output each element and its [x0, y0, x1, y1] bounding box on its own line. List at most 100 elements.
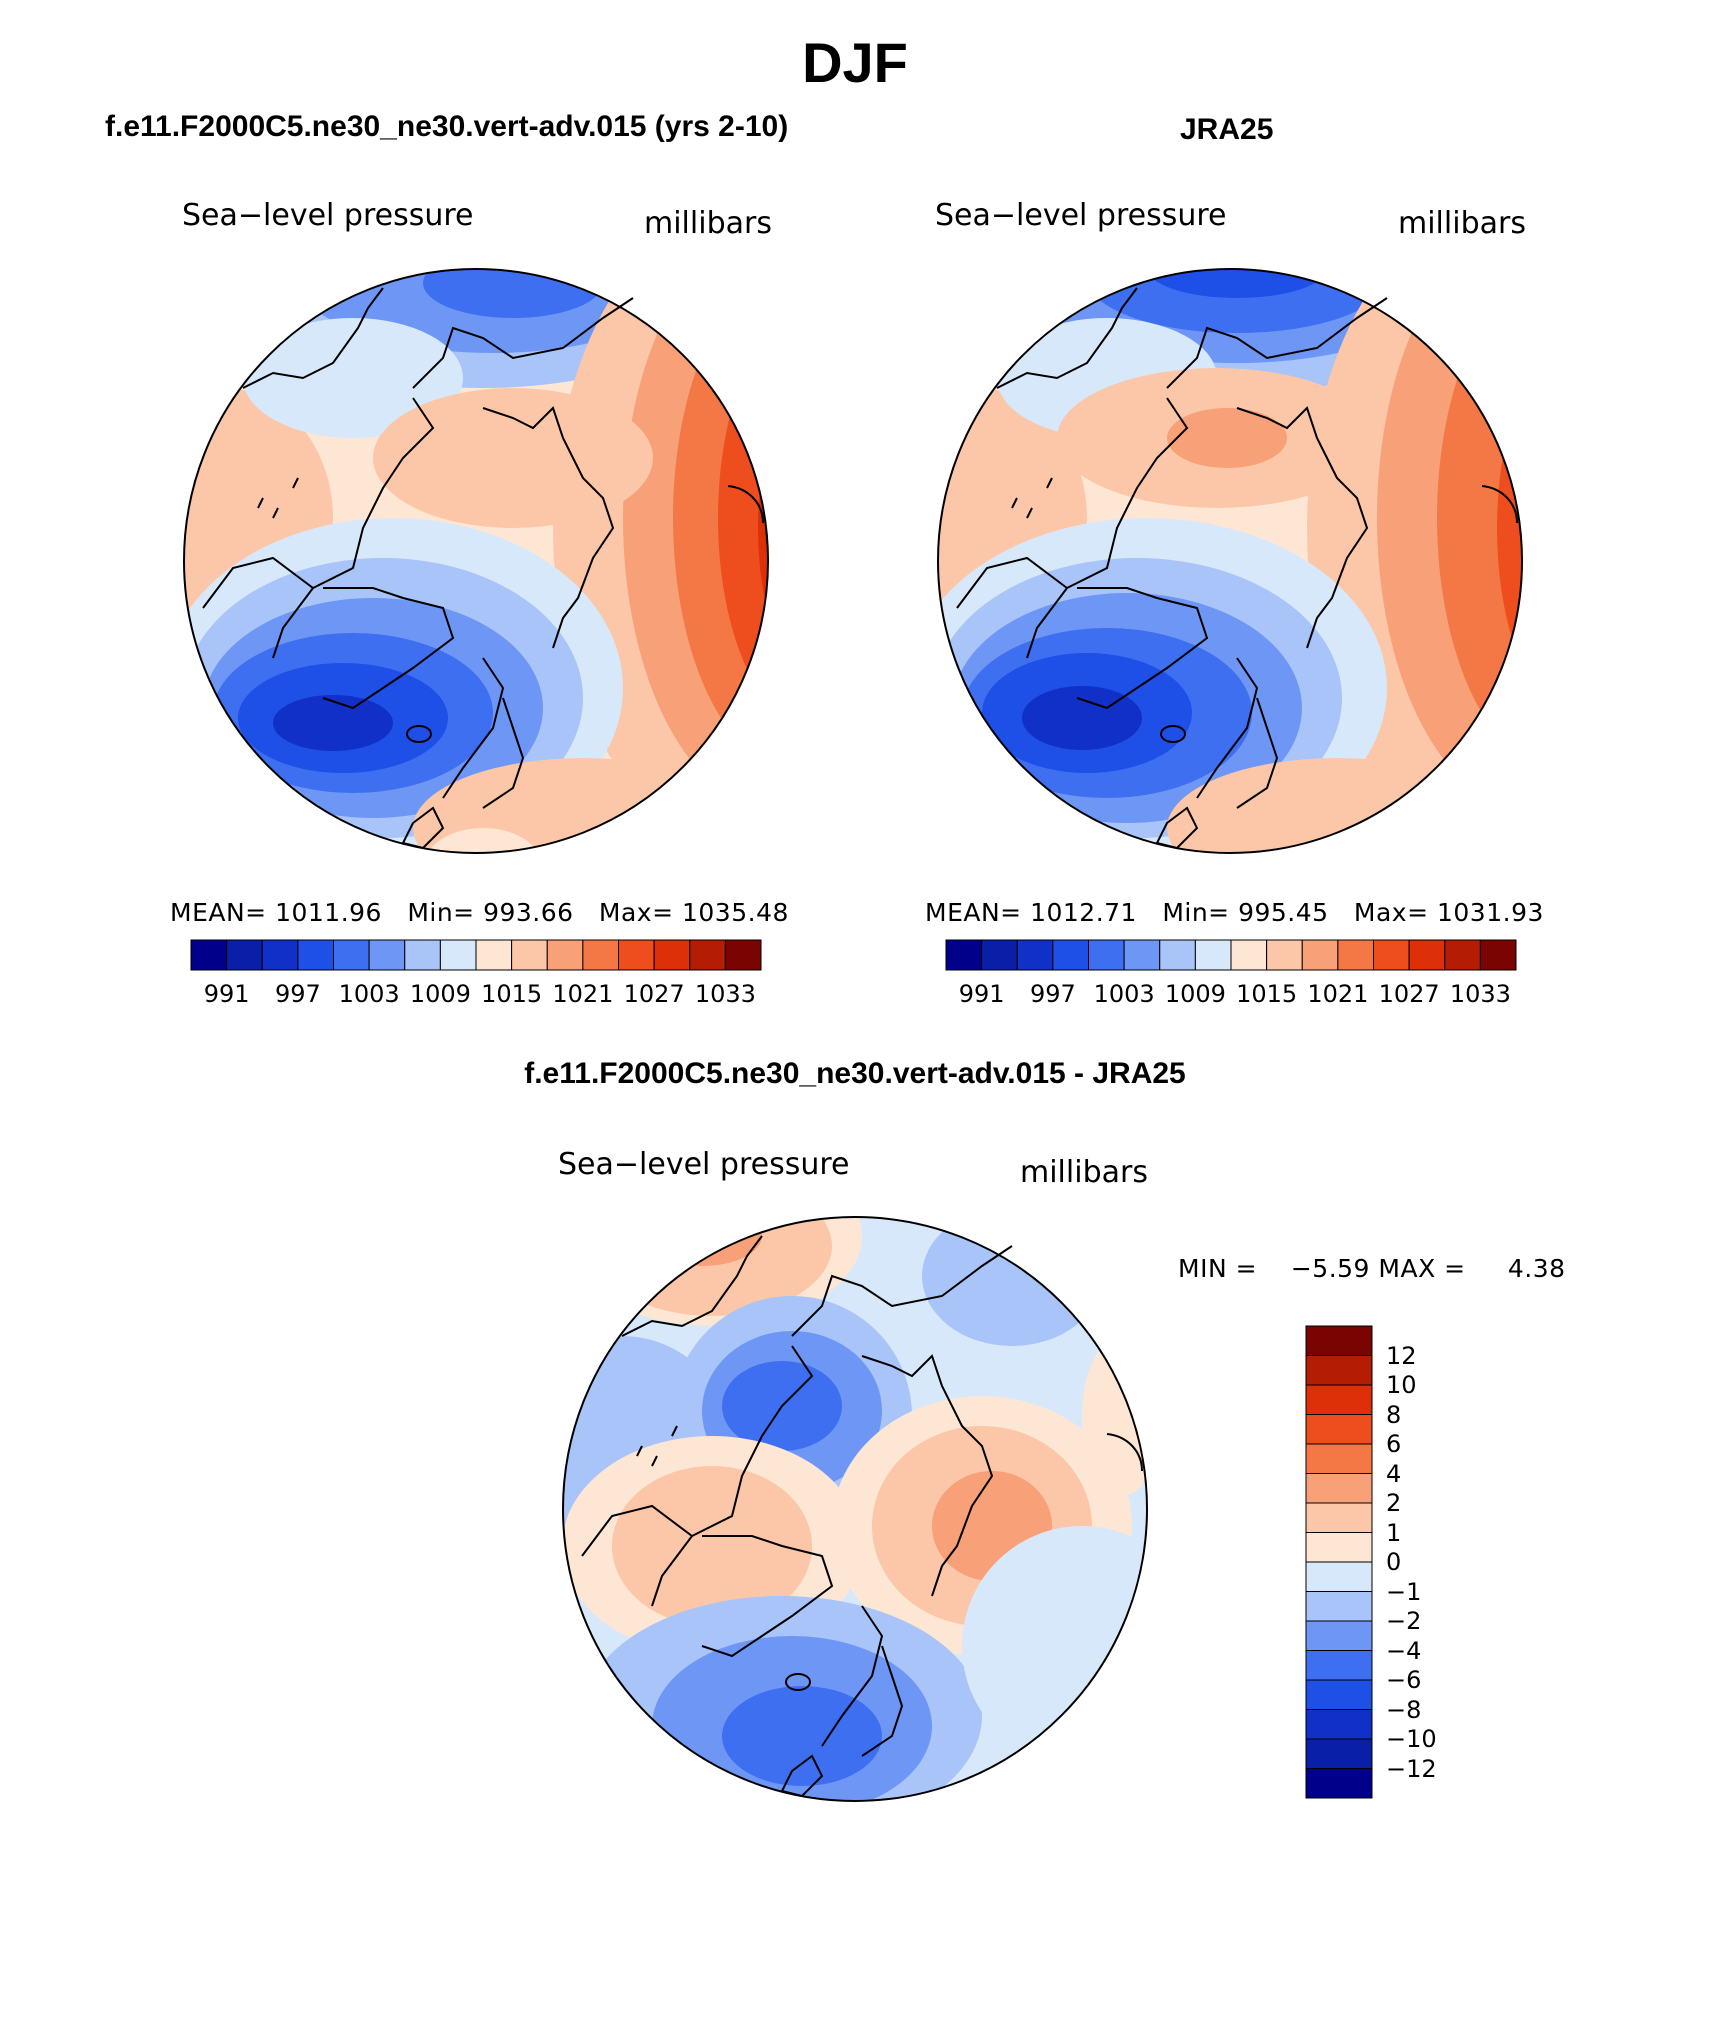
colorbar-swatch — [226, 939, 263, 971]
colorbar-tick-label: 1003 — [1093, 980, 1155, 1008]
colorbar-swatch — [1305, 1709, 1373, 1740]
mean-label: MEAN= — [925, 898, 1022, 927]
colorbar-tick-label: 1015 — [481, 980, 543, 1008]
contour-fill-model — [184, 269, 768, 853]
colorbar-tick-label: 1021 — [552, 980, 614, 1008]
contour-fill-obs — [938, 269, 1522, 853]
colorbar-swatch — [981, 939, 1018, 971]
colorbar-swatch — [404, 939, 441, 971]
colorbar-swatch — [1305, 1768, 1373, 1799]
colorbar-swatch — [1444, 939, 1481, 971]
colorbar-swatch — [1305, 1325, 1373, 1356]
colorbar-tick-label: −1 — [1386, 1577, 1422, 1606]
colorbar-model — [190, 939, 762, 971]
colorbar-tick-label: −10 — [1386, 1725, 1437, 1753]
units-label-model: millibars — [644, 206, 772, 241]
colorbar-swatch — [1305, 1532, 1373, 1563]
mean-label: MEAN= — [170, 898, 267, 927]
colorbar-swatch — [1123, 939, 1161, 971]
max-label: Max= — [1353, 898, 1429, 927]
map-border-diff — [562, 1216, 1148, 1802]
colorbar-tick-label: 997 — [274, 980, 321, 1008]
colorbar-tick-label: 1015 — [1236, 980, 1298, 1008]
colorbar-swatch — [1305, 1473, 1373, 1504]
colorbar-swatch — [1052, 939, 1089, 971]
colorbar-swatch — [1305, 1502, 1373, 1533]
max-value: 1035.48 — [682, 898, 789, 927]
colorbar-tick-label: 1027 — [1378, 980, 1440, 1008]
colorbar-swatch — [1305, 1679, 1373, 1710]
units-label-diff: millibars — [1020, 1155, 1148, 1190]
colorbar-swatch — [1305, 1591, 1373, 1622]
colorbar-swatch — [1305, 1738, 1373, 1769]
min-label: MIN = — [1178, 1254, 1258, 1283]
colorbar-swatch — [1305, 1414, 1373, 1445]
panel-title-obs: JRA25 — [1180, 113, 1274, 146]
colorbar-swatch — [1305, 1620, 1373, 1651]
colorbar-obs — [945, 939, 1517, 971]
colorbar-tick-label: −4 — [1386, 1636, 1422, 1665]
max-value: 4.38 — [1507, 1254, 1566, 1283]
stats-model: MEAN= 1011.96 Min= 993.66 Max= 1035.48 — [170, 898, 789, 927]
colorbar-swatch — [475, 939, 513, 971]
colorbar-swatch — [689, 939, 726, 971]
min-value: −5.59 — [1290, 1254, 1370, 1283]
polar-map-model — [183, 268, 769, 854]
stats-diff: MIN = −5.59 MAX = 4.38 — [1178, 1254, 1566, 1283]
min-value: 993.66 — [483, 898, 574, 927]
panel-title-model: f.e11.F2000C5.ne30_ne30.vert-adv.015 (yr… — [105, 110, 789, 143]
colorbar-swatch — [582, 939, 619, 971]
colorbar-tick-label: 1009 — [409, 980, 471, 1008]
max-value: 1031.93 — [1437, 898, 1544, 927]
colorbar-swatch — [1408, 939, 1446, 971]
colorbar-tick-label: 0 — [1386, 1548, 1402, 1576]
mean-value: 1012.71 — [1030, 898, 1137, 927]
colorbar-swatch — [945, 939, 983, 971]
figure-title: DJF — [802, 31, 908, 94]
colorbar-tick-label: −8 — [1386, 1695, 1422, 1724]
polar-map-obs — [937, 268, 1523, 854]
colorbar-swatch — [190, 939, 228, 971]
coastlines-diff — [581, 1235, 1143, 1798]
colorbar-tick-label: 1021 — [1307, 980, 1369, 1008]
colorbar-swatch — [333, 939, 370, 971]
colorbar-tick-label: 4 — [1386, 1459, 1402, 1488]
colorbar-swatch — [1479, 939, 1517, 971]
variable-label-obs: Sea−level pressure — [935, 198, 1227, 233]
colorbar-swatch — [1305, 1384, 1373, 1415]
variable-label-model: Sea−level pressure — [182, 198, 474, 233]
colorbar-swatch — [653, 939, 691, 971]
colorbar-swatch — [1337, 939, 1374, 971]
colorbar-swatch — [511, 939, 548, 971]
mean-value: 1011.96 — [275, 898, 382, 927]
colorbar-tick-label: 1 — [1386, 1518, 1402, 1547]
colorbar-swatch — [1194, 939, 1232, 971]
colorbar-swatch — [1088, 939, 1125, 971]
colorbar-swatch — [1373, 939, 1410, 971]
colorbar-tick-label: −2 — [1386, 1607, 1422, 1635]
variable-label-diff: Sea−level pressure — [558, 1147, 850, 1182]
colorbar-tick-label: 8 — [1386, 1400, 1402, 1429]
colorbar-tick-label: 1027 — [623, 980, 685, 1008]
polar-map-diff — [562, 1216, 1148, 1802]
colorbar-swatch — [1230, 939, 1268, 971]
map-border-obs — [937, 268, 1523, 854]
max-label: Max= — [598, 898, 674, 927]
stats-obs: MEAN= 1012.71 Min= 995.45 Max= 1031.93 — [925, 898, 1544, 927]
colorbar-tick-label: 12 — [1386, 1341, 1417, 1370]
colorbar-swatch — [1266, 939, 1303, 971]
colorbar-diff — [1305, 1325, 1373, 1799]
colorbar-tick-label: 1003 — [338, 980, 400, 1008]
colorbar-tick-label: −12 — [1386, 1754, 1437, 1783]
colorbar-tick-label: 1009 — [1164, 980, 1226, 1008]
colorbar-tick-label: 1033 — [694, 980, 756, 1008]
colorbar-swatch — [368, 939, 406, 971]
colorbar-swatch — [1301, 939, 1339, 971]
colorbar-tick-label: 6 — [1386, 1430, 1402, 1458]
units-label-obs: millibars — [1398, 206, 1526, 241]
colorbar-swatch — [297, 939, 334, 971]
colorbar-swatch — [1305, 1650, 1373, 1681]
colorbar-swatch — [618, 939, 655, 971]
colorbar-swatch — [546, 939, 584, 971]
colorbar-tick-label: 997 — [1029, 980, 1076, 1008]
